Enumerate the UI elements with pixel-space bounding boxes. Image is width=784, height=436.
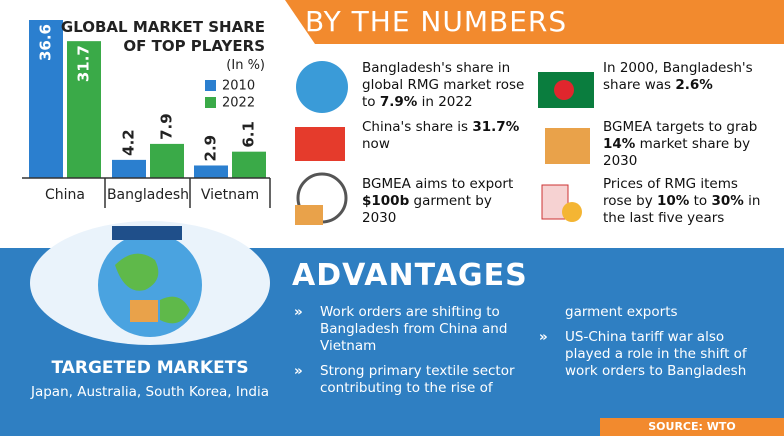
source: SOURCE: WTO [600,418,784,436]
fact-highlight: 10% [657,193,690,209]
bar [232,151,266,178]
ship [112,226,182,240]
value-label: 31.7 [75,45,93,82]
fact: Prices of RMG items rose by 10% to 30% i… [603,176,768,227]
fact-text: China's share is [362,119,473,135]
icon-bd-flag-disc [554,80,574,100]
markets-title: TARGETED MARKETS [51,358,249,378]
bar [67,41,101,179]
advantages-list: Work orders are shifting to Bangladesh f… [292,304,762,397]
icon-china-flag [295,127,345,161]
fact-highlight: 2.6% [675,77,713,93]
boxes [130,300,158,322]
fact-text: BGMEA targets to grab [603,119,758,135]
icon-coin [562,202,582,222]
value-label: 7.9 [158,113,176,140]
advantage-item: US-China tariff war also played a role i… [537,329,762,380]
legend-swatch [205,80,216,91]
fact-text: in the last five years [603,193,761,226]
fact-text: Bangladesh's share in global RMG market … [362,60,525,110]
fact: In 2000, Bangladesh's share was 2.6% [603,60,768,94]
advantages-title: ADVANTAGES [292,258,528,293]
x-tick-label: Vietnam [201,187,259,203]
x-tick-label: Bangladesh [107,187,189,203]
fact-text: in 2022 [417,94,473,110]
fact-highlight: 14% [603,136,636,152]
advantage-item: Work orders are shifting to Bangladesh f… [292,304,517,355]
fact-text: now [362,136,390,152]
fact-highlight: $100b [362,193,410,209]
fact-text: market share by 2030 [603,136,751,169]
legend-swatch [205,97,216,108]
fact: BGMEA aims to export $100b garment by 20… [362,176,527,227]
fact-text: In 2000, Bangladesh's share was [603,60,753,93]
banner-title: BY THE NUMBERS [305,5,568,38]
value-label: 2.9 [202,135,220,162]
fact-text: BGMEA aims to export [362,176,514,192]
fact-text: to [689,193,712,209]
value-label: 4.2 [120,129,138,156]
legend-label: 2022 [222,96,255,111]
chart-subtitle: (In %) [226,58,265,73]
fact-highlight: 7.9% [379,94,418,110]
value-label: 6.1 [240,121,258,148]
advantage-item: Strong primary textile sector contributi… [292,304,762,397]
fact: Bangladesh's share in global RMG market … [362,60,527,111]
legend-label: 2010 [222,79,255,94]
fact-highlight: 31.7% [472,119,520,135]
banner: BY THE NUMBERS [285,0,784,44]
fact-highlight: 30% [711,193,744,209]
chart-title: GLOBAL MARKET SHARE OF TOP PLAYERS [60,18,265,55]
fact: BGMEA targets to grab 14% market share b… [603,119,768,170]
icon-box [295,205,323,225]
icon-globe [296,61,348,113]
bar [112,159,146,178]
bar-chart: 36.6 4.2 2.9 2010 31.7 7.9 6.1 2022 China Banglad… [22,20,271,208]
icon-target [545,128,590,164]
x-tick-label: China [45,187,85,203]
bar [194,165,228,178]
fact: China's share is 31.7% now [362,119,527,153]
land [115,253,190,324]
fact-text: Prices of RMG items rose by [603,176,738,209]
bar [29,20,63,178]
fact-text: garment by 2030 [362,193,492,226]
bar [150,143,184,178]
markets-text: Japan, Australia, South Korea, India [30,384,270,400]
value-label: 36.6 [37,24,55,61]
